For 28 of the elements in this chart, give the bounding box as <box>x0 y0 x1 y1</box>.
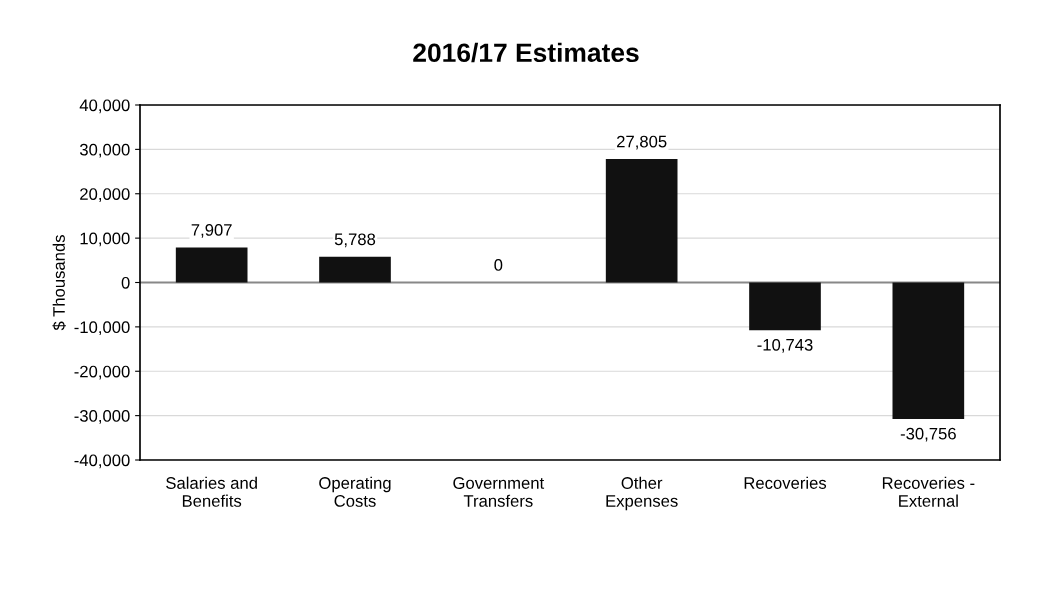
y-tick-label: 30,000 <box>79 143 130 158</box>
bar <box>605 159 678 283</box>
bar <box>319 256 391 283</box>
y-tick-label: 20,000 <box>80 188 130 202</box>
y-tick-label: -30,000 <box>74 410 130 424</box>
chart-title: 2016/17 Estimates <box>413 42 639 63</box>
x-tick-label: Recoveries - External <box>882 476 975 507</box>
y-tick-label: -40,000 <box>74 454 130 469</box>
y-tick-label: -20,000 <box>74 365 130 380</box>
bar <box>175 247 248 283</box>
x-tick-label: Salaries and Benefits <box>166 476 257 507</box>
data-label: 0 <box>494 259 503 271</box>
data-label: 27,805 <box>617 135 667 150</box>
x-tick-label: Recoveries <box>744 476 827 489</box>
x-tick-label: Other Expenses <box>606 476 678 511</box>
y-axis-title: $ Thousands <box>52 235 66 331</box>
data-label: 5,788 <box>334 233 376 248</box>
y-tick-label: 0 <box>121 276 130 289</box>
bar <box>892 282 965 419</box>
bar <box>749 282 821 331</box>
y-tick-label: -10,000 <box>74 321 130 336</box>
data-label: -10,743 <box>757 338 813 353</box>
y-tick-label: 40,000 <box>79 99 130 114</box>
x-tick-label: Operating Costs <box>319 476 391 507</box>
data-label: 7,907 <box>191 223 232 238</box>
data-label: -30,756 <box>900 427 956 442</box>
x-tick-label: Government Transfers <box>453 477 545 507</box>
y-tick-label: 10,000 <box>80 232 130 247</box>
